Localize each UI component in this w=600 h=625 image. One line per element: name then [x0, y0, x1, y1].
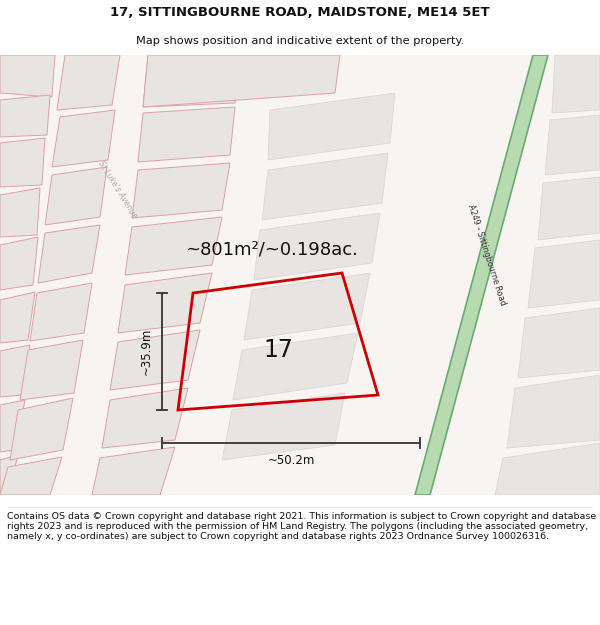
Polygon shape [132, 163, 230, 218]
Polygon shape [538, 177, 600, 240]
Polygon shape [0, 400, 25, 452]
Text: 17: 17 [263, 338, 293, 362]
Polygon shape [143, 55, 340, 107]
Polygon shape [52, 110, 115, 167]
Text: St Luke's Avenue: St Luke's Avenue [97, 159, 139, 221]
Polygon shape [528, 240, 600, 308]
Polygon shape [0, 237, 38, 290]
Polygon shape [518, 308, 600, 378]
Polygon shape [233, 333, 358, 400]
Polygon shape [0, 455, 18, 495]
Polygon shape [143, 55, 240, 107]
Polygon shape [0, 188, 40, 237]
Polygon shape [125, 217, 222, 275]
Polygon shape [92, 447, 175, 495]
Polygon shape [20, 340, 83, 400]
Text: Map shows position and indicative extent of the property.: Map shows position and indicative extent… [136, 36, 464, 46]
Polygon shape [495, 443, 600, 495]
Polygon shape [262, 153, 388, 220]
Polygon shape [415, 55, 548, 495]
Polygon shape [0, 345, 30, 397]
Polygon shape [268, 93, 395, 160]
Text: ~35.9m: ~35.9m [139, 328, 152, 375]
Polygon shape [244, 273, 370, 340]
Polygon shape [552, 55, 600, 113]
Polygon shape [0, 292, 35, 343]
Polygon shape [254, 213, 380, 280]
Polygon shape [0, 55, 55, 97]
Polygon shape [222, 393, 345, 460]
Polygon shape [38, 225, 100, 283]
Text: 17, SITTINGBOURNE ROAD, MAIDSTONE, ME14 5ET: 17, SITTINGBOURNE ROAD, MAIDSTONE, ME14 … [110, 6, 490, 19]
Polygon shape [0, 457, 62, 495]
Polygon shape [57, 55, 120, 110]
Polygon shape [0, 95, 50, 137]
Polygon shape [102, 388, 188, 448]
Polygon shape [0, 138, 45, 187]
Text: ~50.2m: ~50.2m [268, 454, 314, 468]
Polygon shape [10, 398, 73, 460]
Polygon shape [45, 167, 107, 225]
Text: ~801m²/~0.198ac.: ~801m²/~0.198ac. [185, 241, 358, 259]
Polygon shape [110, 330, 200, 390]
Polygon shape [545, 115, 600, 175]
Polygon shape [30, 283, 92, 341]
Polygon shape [507, 375, 600, 448]
Polygon shape [138, 107, 235, 162]
Text: Contains OS data © Crown copyright and database right 2021. This information is : Contains OS data © Crown copyright and d… [7, 512, 596, 541]
Text: A249 - Sittingbourne Road: A249 - Sittingbourne Road [466, 203, 508, 307]
Polygon shape [118, 273, 212, 333]
